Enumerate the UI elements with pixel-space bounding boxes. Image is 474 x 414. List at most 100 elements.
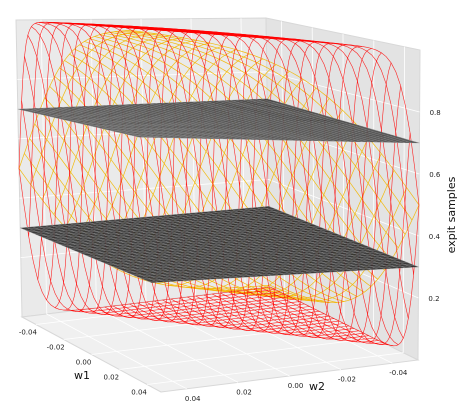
z-gridline	[17, 71, 420, 113]
y-gridline	[40, 19, 187, 390]
plane-z-0.3-mesh-line	[100, 220, 239, 278]
z-tick-label: 0.2	[428, 295, 439, 303]
plane-z-0.7-mesh-line	[111, 105, 245, 140]
plane-z-0.3-mesh-line	[138, 217, 279, 276]
plane-z-0.7-mesh-line	[86, 106, 217, 139]
plane-z-0.3-mesh-line	[38, 226, 172, 282]
plane-z-0.7-mesh-line	[17, 108, 140, 138]
x-tick-label: -0.04	[19, 329, 38, 337]
plane-z-0.7-mesh-line	[111, 130, 386, 134]
plane-z-0.7-mesh-line	[105, 105, 238, 140]
plane-z-0.7-mesh-line	[127, 134, 405, 139]
z-axis-label: expit samples	[445, 176, 458, 253]
surface-expit-orange-line	[18, 30, 131, 169]
z-tick-label: 0.6	[429, 171, 441, 179]
plane-z-0.7-mesh-line	[55, 107, 182, 139]
plane-z-0.3-mesh-line	[89, 238, 348, 257]
y-tick-label: 0.04	[185, 395, 201, 403]
surface-expit-orange-line	[125, 30, 413, 221]
plane-z-0.7-mesh-line	[98, 105, 231, 140]
plane-z-0.3-mesh-line	[151, 266, 419, 283]
plane-z-0.3-mesh-line	[82, 222, 219, 280]
plane-z-0.3-mesh-line	[94, 221, 232, 279]
plane-z-0.7-mesh-line	[117, 104, 252, 140]
plane-z-0.3-mesh-line	[32, 226, 166, 283]
x-tick-label: -0.02	[47, 344, 65, 352]
plane-z-0.3-mesh-line	[125, 254, 389, 272]
plane-z-0.3-mesh-line	[148, 265, 415, 282]
surface-expit-orange-line	[65, 37, 184, 228]
y-tick-label: 0.02	[236, 388, 252, 396]
plane-z-0.7-mesh-line	[48, 107, 175, 139]
plane-z-0.7-mesh-line	[90, 125, 359, 127]
plane-z-0.7-mesh-line	[136, 136, 416, 143]
plane-z-0.3-mesh-line	[76, 222, 212, 280]
axes-panes	[15, 17, 421, 393]
plane-z-0.3-mesh-line	[69, 223, 206, 280]
y-axis-label: w2	[309, 380, 325, 393]
plane-z-0.3-mesh-line	[138, 260, 404, 278]
tick-labels: 0.04 0.02 0.00 -0.02 -0.04 0.04 0.02 0.00 -0.02 -…	[19, 109, 441, 403]
plane-z-0.7-mesh-line	[129, 104, 266, 140]
surface-expit-orange-line	[109, 31, 392, 261]
surface-expit-orange-line	[114, 31, 399, 249]
plane-z-0.3-mesh-line	[51, 225, 186, 281]
plane-z-0.3-mesh-line	[113, 219, 252, 278]
plane-z-0.3-mesh-line	[63, 223, 199, 281]
surface-expit-red-line	[129, 27, 420, 206]
z-gridline	[19, 178, 419, 237]
surface-expit-orange-line	[119, 30, 406, 235]
plane-z-0.7-mesh-line	[30, 108, 154, 138]
y-tick-label: -0.04	[389, 369, 408, 377]
surface-expit-red-line	[18, 21, 131, 169]
y-tick-label: -0.02	[338, 376, 356, 384]
plane-z-0.7-mesh-line	[130, 134, 409, 140]
plane-z-0.3-mesh-line	[135, 259, 400, 277]
plane-z-0.7-mesh-line	[23, 108, 147, 138]
x-tick-label: 0.04	[131, 389, 147, 397]
plane-z-0.7-mesh-line	[92, 105, 224, 140]
plane-z-0.7-mesh-line	[81, 121, 348, 125]
plane-z-0.7-mesh-line	[36, 108, 161, 138]
plane-z-0.3-mesh-line	[119, 219, 259, 277]
plane-z-0.3-mesh-line	[141, 262, 408, 279]
plane-z-0.7-mesh-line	[108, 130, 382, 133]
plane-z-0.7-mesh	[17, 98, 420, 144]
x-axis-label: w1	[74, 369, 90, 382]
plane-z-0.3-mesh-line	[107, 220, 246, 278]
z-tick-label: 0.4	[429, 233, 441, 241]
plane-z-0.3-mesh-line	[92, 239, 352, 259]
surfaces	[17, 21, 420, 347]
plane-z-0.3-mesh-line	[102, 244, 363, 263]
surface-expit-red	[18, 21, 420, 347]
plane-z-0.3-mesh-line	[122, 253, 385, 271]
plane-z-0.7-mesh-line	[102, 128, 374, 130]
plane-z-0.7-mesh-line	[124, 133, 401, 138]
surface-expit-orange-line	[130, 30, 420, 206]
plane-z-0.7-mesh-line	[61, 107, 189, 139]
surface-expit-orange-line	[79, 44, 351, 300]
plane-z-0.7	[17, 98, 420, 144]
plane-z-0.7-mesh-line	[105, 129, 378, 131]
x-tick-label: 0.02	[104, 374, 120, 382]
z-tick-label: 0.8	[430, 109, 441, 117]
plane-z-0.7-mesh-line	[139, 137, 420, 144]
plane-z-0.7-mesh-line	[117, 132, 393, 136]
plane-z-0.7-mesh-line	[73, 106, 203, 139]
plane-z-0.3-mesh-line	[115, 250, 378, 268]
plane-z-0.3-mesh-line	[26, 227, 159, 283]
plane-z-0.7-mesh-line	[42, 107, 168, 138]
plane-z-0.3-mesh-line	[131, 257, 397, 275]
plane-z-0.3-mesh-line	[145, 263, 412, 281]
x-gridline	[147, 46, 406, 385]
plane-z-0.7-mesh-line	[121, 132, 397, 137]
x-tick-label: 0.00	[76, 359, 92, 367]
plane-z-0.3-mesh	[20, 206, 419, 283]
plane-z-0.3-mesh-line	[57, 224, 192, 281]
y-tick-label: 0.00	[288, 382, 304, 390]
plane-z-0.3	[20, 206, 419, 283]
plane-z-0.3-mesh-line	[118, 251, 382, 270]
plane-z-0.3-mesh-line	[20, 227, 152, 283]
plane-z-0.7-mesh-line	[17, 98, 268, 110]
